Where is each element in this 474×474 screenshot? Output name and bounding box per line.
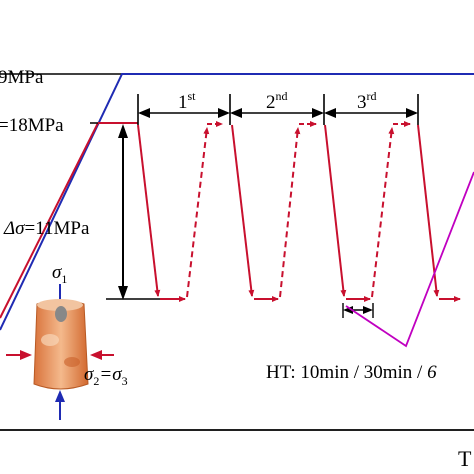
cycle-4-unloading — [417, 124, 440, 297]
cycle-1-span-head-left — [138, 108, 150, 118]
cycle-2-span-head-right — [312, 108, 324, 118]
hold-time-head-right — [363, 306, 373, 314]
specimen-illustration: σ1 σ2=σ3 — [6, 262, 128, 420]
cycle-2-unloading — [231, 124, 255, 297]
axial-load-arrowhead-bottom — [55, 390, 65, 402]
cycle-1-reloading — [186, 127, 210, 298]
cycle-3-unloading — [324, 124, 347, 297]
sigma1-label: σ1 — [52, 262, 67, 286]
cycle-2-label: 2nd — [266, 89, 288, 113]
delta-sigma-arrowhead-top — [118, 124, 128, 138]
specimen-spot — [64, 357, 80, 367]
confining-stress-path — [0, 73, 474, 331]
initial-loading-ramp — [0, 122, 99, 319]
stress-18-label: =18MPa — [0, 115, 64, 136]
hold-time-label: HT: 10min / 30min / 6 — [266, 362, 437, 383]
specimen-core — [55, 306, 67, 322]
specimen-top-face — [37, 299, 83, 311]
delta-sigma-arrowhead-bottom — [118, 286, 128, 300]
confining-arrowhead-right — [90, 350, 102, 360]
delta-sigma-label: Δσ=11MPa — [3, 218, 90, 239]
cycle-3-reloading — [371, 127, 395, 298]
cycle-1-unloading — [137, 124, 161, 297]
cycle-1-label: 1st — [178, 89, 196, 113]
upper-stress-label: 9MPa — [0, 67, 44, 88]
cycle-2-reloading — [279, 127, 301, 298]
time-axis-label: T — [458, 446, 472, 471]
cycle-1-span-head-right — [218, 108, 230, 118]
cycle-2-span-head-left — [230, 108, 242, 118]
cycle-3-span-head-right — [406, 108, 418, 118]
hold-time-pointer — [345, 171, 474, 348]
cycle-3-label: 3rd — [357, 89, 377, 113]
sigma23-label: σ2=σ3 — [84, 364, 128, 388]
cycle-3-span-head-left — [324, 108, 336, 118]
specimen-spot — [41, 334, 59, 346]
confining-arrowhead-left — [20, 350, 32, 360]
